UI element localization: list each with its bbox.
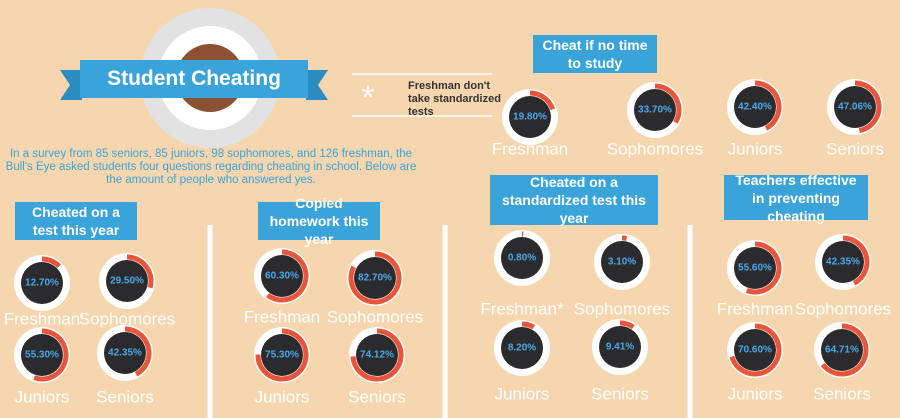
intro: In a survey from 85 seniors, 85 juniors,… [5, 148, 417, 186]
category-label: Seniors [348, 387, 406, 406]
gauge-arc [619, 320, 635, 330]
value-label: 75.30% [265, 350, 299, 361]
gauge-center [356, 334, 398, 376]
gauge-arc [820, 323, 869, 377]
value-label: 12.70% [25, 278, 59, 289]
category-label: Juniors [728, 384, 783, 403]
gauge-center [354, 257, 396, 299]
gauge-center [261, 255, 303, 297]
category-label: Juniors [15, 387, 70, 406]
category-label: Sophomores [607, 139, 703, 158]
gauge-center [501, 327, 543, 369]
gauge-center [822, 241, 864, 283]
note: Freshman don't take standardized tests [408, 80, 501, 118]
gauge-center [21, 334, 63, 376]
gauge-arc [521, 321, 536, 330]
value-label: 47.06% [838, 102, 872, 113]
gauge-arc [654, 83, 682, 124]
gauge-center [734, 247, 776, 289]
category-label: Seniors [813, 384, 871, 403]
gauge-center [501, 237, 543, 279]
value-label: 0.80% [508, 253, 536, 264]
category-label: Freshman [4, 309, 81, 328]
value-label: 42.35% [108, 348, 142, 359]
gauge-arc [266, 249, 309, 303]
gauge-arc [124, 326, 152, 377]
gauge-arc [33, 328, 69, 382]
category-label: Seniors [96, 387, 154, 406]
gauge-center [599, 326, 641, 368]
category-label: Freshman [717, 299, 794, 318]
value-label: 33.70% [638, 105, 672, 116]
value-label: 60.30% [265, 271, 299, 282]
category-label: Juniors [495, 384, 550, 403]
category-label: Sophomores [79, 309, 175, 328]
category-label: Freshman [492, 139, 569, 158]
value-label: 3.10% [608, 257, 636, 268]
value-label: 55.30% [25, 350, 59, 361]
gauge-arc [745, 241, 782, 295]
gauge-arc [41, 256, 61, 269]
category-label: Freshman* [480, 299, 564, 318]
chart-title: Cheated on a test this year [15, 202, 137, 240]
gauge-center [261, 334, 303, 376]
chart-title: Cheated on a standardized test this year [490, 174, 658, 226]
gauge-center [104, 332, 146, 374]
gauge-center [734, 86, 776, 128]
gauge-center [821, 329, 863, 371]
gauge-center [834, 86, 876, 128]
gauge-center [734, 329, 776, 371]
gauge-arc [255, 328, 309, 382]
title: Student Cheating [80, 60, 308, 98]
note-mark: * [361, 79, 374, 117]
category-label: Juniors [255, 387, 310, 406]
gauge-arc [529, 90, 556, 111]
category-label: Juniors [728, 139, 783, 158]
chart-title: Teachers effective in preventing cheatin… [724, 172, 868, 224]
gauge-center [634, 89, 676, 131]
category-label: Sophomores [795, 299, 891, 318]
value-label: 19.80% [513, 112, 547, 123]
value-label: 64.71% [825, 345, 859, 356]
gauge-center [106, 260, 148, 302]
gauge-center [601, 241, 643, 283]
category-label: Freshman [244, 307, 321, 326]
value-label: 74.12% [360, 350, 394, 361]
ribbon-tail [60, 70, 82, 100]
gauge-arc [842, 235, 870, 286]
gauge-arc [348, 251, 402, 305]
value-label: 42.40% [738, 102, 772, 113]
gauge-arc [350, 328, 404, 382]
value-label: 42.35% [826, 257, 860, 268]
value-label: 29.50% [110, 276, 144, 287]
gauge-center [21, 262, 63, 304]
value-label: 9.41% [606, 342, 634, 353]
chart-title: Copied homework this year [258, 195, 380, 247]
gauge-arc [729, 323, 782, 377]
category-label: Seniors [826, 139, 884, 158]
category-label: Sophomores [574, 299, 670, 318]
gauge-arc [754, 80, 782, 131]
ribbon-tail [306, 70, 328, 100]
gauge-center [509, 96, 551, 138]
value-label: 70.60% [738, 345, 772, 356]
gauge-arc [126, 254, 154, 289]
value-label: 55.60% [738, 263, 772, 274]
value-label: 82.70% [358, 273, 392, 284]
value-label: 8.20% [508, 343, 536, 354]
gauge-arc [854, 80, 882, 134]
category-label: Seniors [591, 384, 649, 403]
chart-title: Cheat if no time to study [533, 35, 657, 73]
category-label: Sophomores [327, 307, 423, 326]
